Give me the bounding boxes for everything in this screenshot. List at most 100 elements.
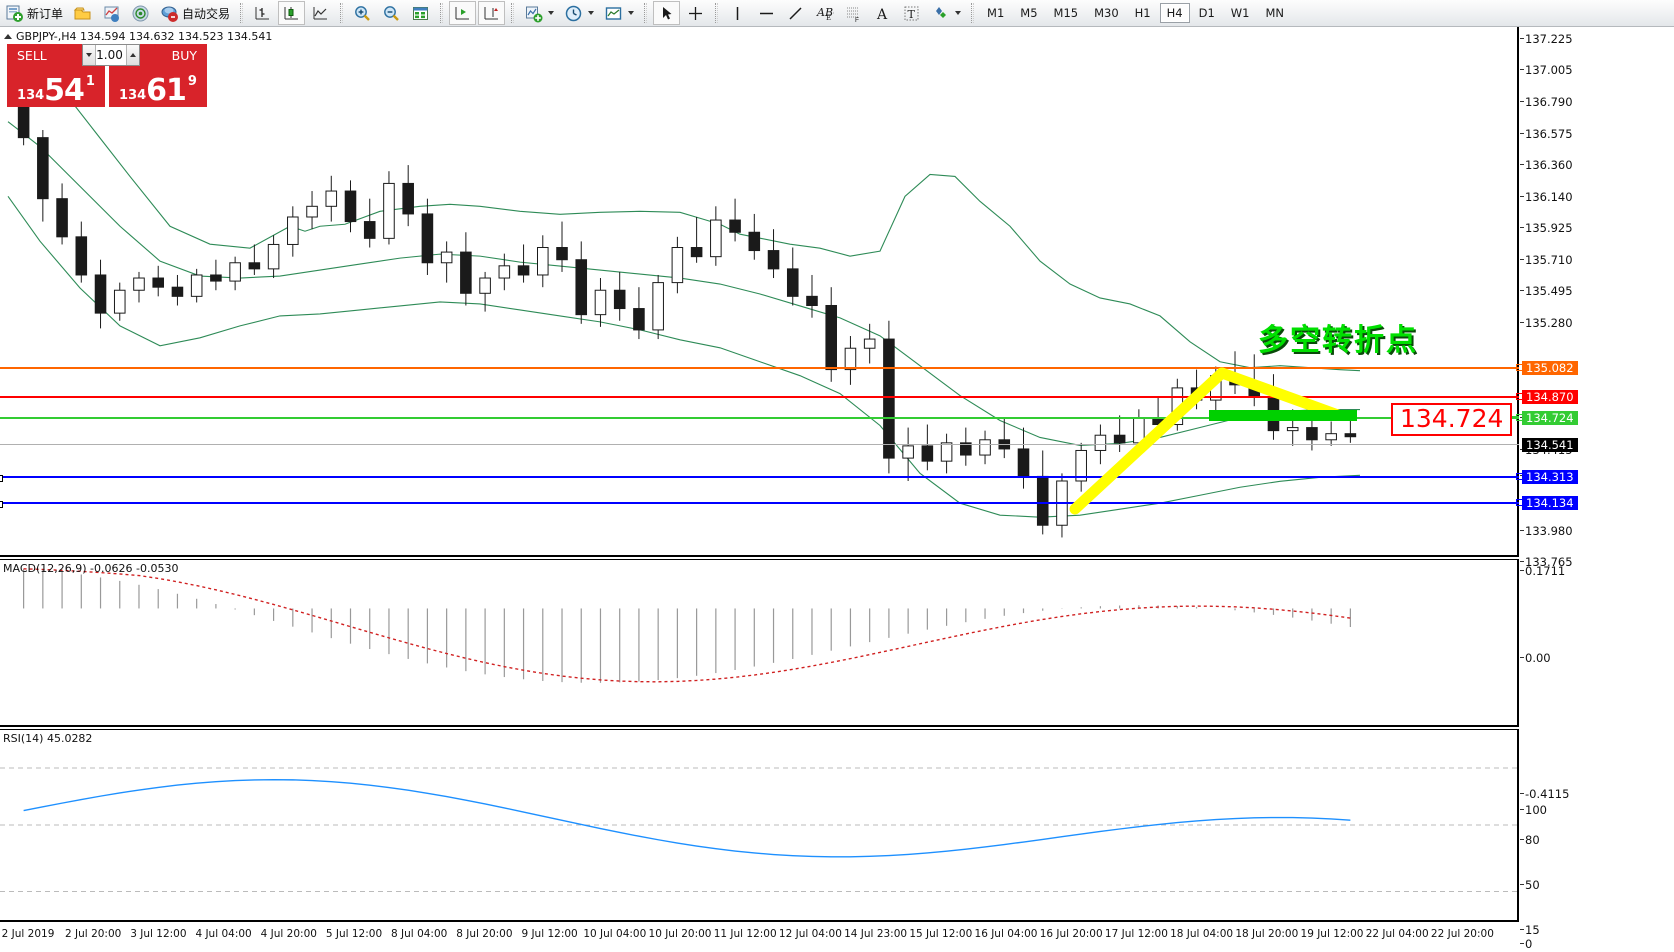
auto-trading-button[interactable]: 自动交易 (156, 1, 234, 25)
clock-icon (564, 4, 583, 23)
macd-title: MACD(12,26,9) -0.0626 -0.0530 (3, 562, 179, 575)
cursor-icon (657, 4, 676, 23)
toolbar-separator-2 (340, 3, 344, 23)
templates-dropdown-caret[interactable] (628, 11, 635, 15)
candlestick-chart-button[interactable] (278, 1, 306, 25)
volume-increase-button[interactable] (125, 45, 139, 65)
zoom-in-button[interactable] (349, 1, 376, 25)
timeframe-mn-button[interactable]: MN (1265, 6, 1284, 20)
rsi-tick-50: 50 (1520, 878, 1540, 892)
time-tick: 2 Jul 20:00 (65, 928, 122, 940)
price-level-label-134-870[interactable]: 134.870 (1516, 390, 1578, 404)
macd-pane[interactable]: MACD(12,26,9) -0.0626 -0.0530 (0, 559, 1519, 727)
timeframe-d1-button[interactable]: D1 (1198, 6, 1215, 20)
rsi-title: RSI(14) 45.0282 (3, 732, 93, 745)
level-handle[interactable] (1516, 473, 1523, 480)
folder-button[interactable] (69, 1, 96, 25)
period-dropdown-caret[interactable] (588, 11, 595, 15)
price-level-label-135-082[interactable]: 135.082 (1516, 361, 1578, 375)
trendline-icon (786, 4, 805, 23)
signal-icon (131, 4, 150, 23)
price-level-label-134-541[interactable]: 134.541 (1522, 438, 1578, 452)
vertical-line-tool-button[interactable] (724, 1, 751, 25)
templates-button[interactable] (600, 1, 638, 25)
zoom-in-icon (353, 4, 372, 23)
timeframe-w1-button[interactable]: W1 (1230, 6, 1250, 20)
label-tool-button[interactable]: T (898, 1, 925, 25)
volume-input[interactable]: 1.00 (96, 48, 123, 62)
toolbar-separator (240, 3, 244, 23)
collapse-triangle-icon[interactable] (4, 34, 12, 39)
shift-end-button[interactable] (449, 1, 477, 25)
signal-button[interactable] (127, 1, 154, 25)
crosshair-tool-button[interactable] (682, 1, 709, 25)
level-handle[interactable] (1516, 364, 1523, 371)
hline-134134[interactable] (0, 501, 1519, 508)
price-level-label-134-313[interactable]: 134.313 (1516, 470, 1578, 484)
hline-current-price (0, 444, 1519, 445)
line-chart-button[interactable] (307, 1, 334, 25)
data-window-button[interactable] (407, 1, 434, 25)
timeframe-m5-button[interactable]: M5 (1020, 6, 1038, 20)
candlestick-icon (282, 4, 301, 23)
auto-scroll-button[interactable] (478, 1, 506, 25)
symbol-header-text: GBPJPY-,H4 134.594 134.632 134.523 134.5… (16, 30, 273, 43)
toolbar-separator-3 (440, 3, 444, 23)
shapes-tool-button[interactable] (927, 1, 965, 25)
trendline-tool-button[interactable] (782, 1, 809, 25)
time-tick: 12 Jul 04:00 (778, 928, 842, 940)
timeframe-h1-button[interactable]: H1 (1134, 6, 1151, 20)
new-order-button[interactable]: 新订单 (1, 1, 67, 25)
time-axis[interactable]: 2 Jul 2019 2 Jul 20:00 3 Jul 12:00 4 Jul 04… (0, 924, 1519, 952)
one-click-trading-panel[interactable]: SELL 134 54 1 BUY 134 61 9 1.00 (7, 44, 211, 107)
shapes-dropdown-caret[interactable] (955, 11, 962, 15)
price-tick-135-280: 135.280 (1520, 316, 1573, 330)
level-handle[interactable] (1516, 499, 1523, 506)
sell-price-main: 54 (44, 73, 85, 108)
fibonacci-tool-button[interactable]: F (840, 1, 867, 25)
timeframe-m15-button[interactable]: M15 (1053, 6, 1079, 20)
elliott-wave-tool-button[interactable]: ABC E (811, 1, 842, 25)
timeframe-h4-button[interactable]: H4 (1159, 3, 1190, 23)
bar-chart-button[interactable] (249, 1, 276, 25)
horizontal-line-tool-button[interactable] (753, 1, 780, 25)
time-tick: 18 Jul 04:00 (1170, 928, 1234, 940)
svg-text:E: E (826, 14, 831, 22)
hline-134313[interactable] (0, 475, 1519, 482)
timeframe-m1-button[interactable]: M1 (987, 6, 1005, 20)
rsi-tick-15: 15 (1520, 923, 1540, 937)
text-tool-button[interactable]: A (869, 1, 896, 25)
chart-area[interactable]: GBPJPY-,H4 134.594 134.632 134.523 134.5… (0, 27, 1674, 952)
price-level-label-134-134[interactable]: 134.134 (1516, 496, 1578, 510)
shift-end-icon (453, 4, 472, 23)
sell-price-fraction: 1 (85, 74, 95, 89)
timeframe-m30-button[interactable]: M30 (1094, 6, 1119, 20)
price-axis[interactable]: 137.225 137.005 136.790 136.575 136.360 136.1… (1516, 27, 1674, 951)
price-level-label-134-724[interactable]: 134.724 (1516, 411, 1578, 425)
macd-plot (23, 568, 1351, 683)
volume-decrease-button[interactable] (83, 45, 97, 65)
zoom-out-button[interactable] (378, 1, 405, 25)
indicators-dropdown-caret[interactable] (548, 11, 555, 15)
hline-134724[interactable] (0, 417, 1519, 419)
rsi-pane[interactable]: RSI(14) 45.0282 (0, 729, 1519, 922)
bar-chart-icon (253, 4, 272, 23)
level-handle[interactable] (1516, 414, 1523, 421)
profile-icon (102, 4, 121, 23)
price-tick-135-495: 135.495 (1520, 284, 1573, 298)
level-handle[interactable] (1516, 393, 1523, 400)
hline-135082[interactable] (0, 367, 1519, 369)
time-tick: 8 Jul 20:00 (456, 928, 513, 940)
price-pane[interactable]: GBPJPY-,H4 134.594 134.632 134.523 134.5… (0, 27, 1519, 557)
main-toolbar: 新订单 (0, 0, 1674, 27)
profile-button[interactable] (98, 1, 125, 25)
cursor-tool-button[interactable] (653, 1, 681, 25)
svg-text:F: F (855, 17, 859, 23)
hline-134870[interactable] (0, 396, 1519, 398)
period-button[interactable] (560, 1, 598, 25)
volume-stepper[interactable]: 1.00 (82, 44, 140, 66)
fibo-icon: F (844, 4, 863, 24)
price-tick-135-925: 135.925 (1520, 221, 1573, 235)
indicators-button[interactable] (520, 1, 558, 25)
symbol-header: GBPJPY-,H4 134.594 134.632 134.523 134.5… (4, 30, 272, 43)
